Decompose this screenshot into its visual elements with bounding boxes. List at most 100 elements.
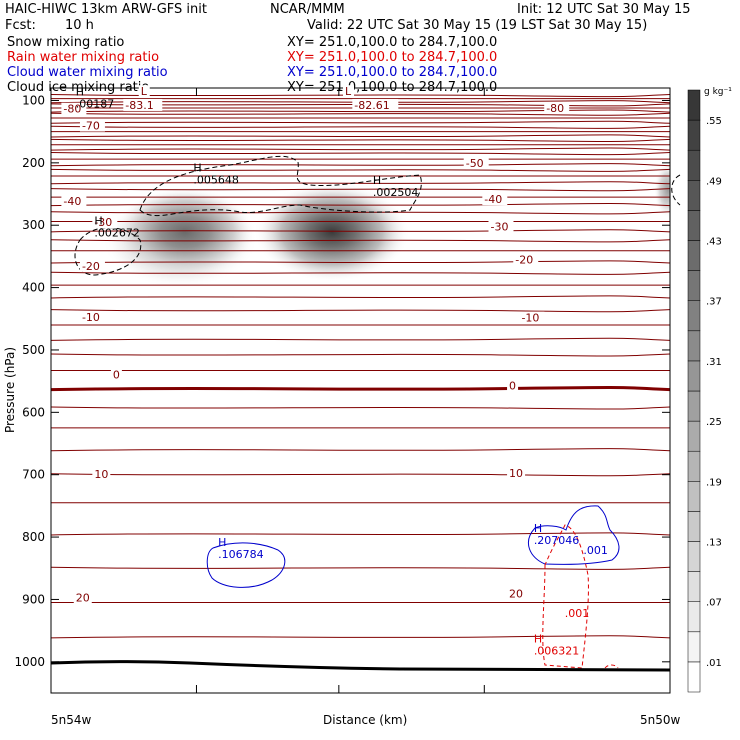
temperature-label-bg <box>79 259 105 272</box>
snow-maximum-value: .002504 <box>373 186 419 199</box>
y-axis-title: Pressure (hPa) <box>3 347 17 433</box>
forecast-label: Fcst: <box>5 18 36 33</box>
snow-contour-edge <box>671 174 681 206</box>
temperature-contour-label: 0 <box>509 380 516 393</box>
temperature-contour-line <box>51 532 670 536</box>
temperature-contour-line <box>51 211 670 215</box>
colorbar-segment <box>687 661 701 693</box>
y-tick-label: 700 <box>22 468 45 482</box>
temperature-contour-label: 20 <box>509 587 523 600</box>
colorbar-label: .13 <box>706 538 722 549</box>
temperature-label-bg <box>488 220 514 233</box>
y-tick-label: 200 <box>22 156 45 170</box>
colorbar-label: .55 <box>706 116 722 127</box>
snow-maximum-value: .005648 <box>193 174 239 187</box>
snow-maximum-value: .002672 <box>94 227 140 240</box>
temperature-contour-label: 10 <box>509 467 523 480</box>
cloud-water-maximum-value: .207046 <box>534 534 580 547</box>
temperature-contour-line <box>51 134 670 138</box>
temperature-contour-line <box>51 239 670 243</box>
colorbar-label: .25 <box>706 417 722 428</box>
rain-contour-label: .001 <box>565 607 590 620</box>
colorbar-segment <box>687 541 701 572</box>
temperature-label-bg <box>463 156 489 169</box>
temperature-contour-line <box>51 203 670 207</box>
temperature-label-bg <box>507 466 526 479</box>
temperature-contour-line <box>51 473 670 477</box>
colorbar-label: .49 <box>706 176 722 187</box>
colorbar-label: .19 <box>706 477 722 488</box>
colorbar-segment <box>687 210 701 241</box>
temperature-contour-label: -10 <box>82 311 100 324</box>
colorbar-segment <box>687 149 701 181</box>
valid-time: Valid: 22 UTC Sat 30 May 15 (19 LST Sat … <box>307 18 648 33</box>
colorbar-segment <box>687 390 701 422</box>
temperature-contour-label: L <box>345 85 352 98</box>
temperature-contour-label: L <box>141 85 148 98</box>
colorbar-segment <box>687 330 701 362</box>
temperature-label-bg <box>92 216 118 229</box>
temperature-contour-line <box>51 147 670 151</box>
temperature-contour-label: -40 <box>484 193 502 206</box>
temperature-label-bg <box>110 368 122 381</box>
temperature-contour-label: -80 <box>546 102 564 115</box>
snow-maximum-h-marker: H <box>373 174 381 187</box>
temperature-contour-line <box>51 112 670 116</box>
colorbar-segment <box>687 180 701 211</box>
rain-maximum-h-marker: H <box>534 632 542 645</box>
temperature-contour-line <box>51 406 670 410</box>
colorbar-segment <box>687 89 701 121</box>
colorbar-segment <box>687 481 701 512</box>
temperature-contour-line <box>51 138 670 142</box>
cloud-water-maximum-h-marker: H <box>218 536 226 549</box>
field-cloudwater-name: Cloud water mixing ratio <box>7 65 168 80</box>
temperature-contour-label: -70 <box>82 120 100 133</box>
cloud-water-contour-label: .001 <box>583 544 608 557</box>
colorbar-label: .31 <box>706 357 722 368</box>
init-time: Init: 12 UTC Sat 30 May 15 <box>517 2 691 17</box>
colorbar-segment <box>687 119 701 151</box>
temperature-contour-label: -80 <box>63 103 81 116</box>
rain-contour-main <box>542 524 589 669</box>
temperature-label-bg <box>123 98 163 111</box>
temperature-contour-label: -40 <box>63 195 81 208</box>
rain-maximum-value: .006321 <box>534 644 580 657</box>
surface-terrain-line <box>50 660 671 672</box>
temperature-contour-label: -20 <box>82 260 100 273</box>
rain-contours <box>542 524 619 669</box>
temperature-label-bg <box>79 119 105 132</box>
colorbar-segment <box>687 420 701 452</box>
temperature-contour-line <box>51 295 670 299</box>
temperature-contour-line <box>51 635 670 639</box>
y-tick-label: 100 <box>22 93 45 107</box>
field-snow-xy: XY= 251.0,100.0 to 284.7,100.0 <box>287 35 498 50</box>
plot-title: HAIC-HIWC 13km ARW-GFS init <box>5 2 207 17</box>
snow-maximum-h-marker: H <box>76 85 84 98</box>
field-rain-xy: XY= 251.0,100.0 to 284.7,100.0 <box>287 50 498 65</box>
field-cloudwater-xy: XY= 251.0,100.0 to 284.7,100.0 <box>287 65 498 80</box>
temperature-contour-label: -30 <box>94 216 112 229</box>
y-tick-label: 1000 <box>14 655 45 669</box>
field-snow-name: Snow mixing ratio <box>7 35 125 50</box>
rain-contour-small <box>604 664 619 669</box>
colorbar-label: .07 <box>706 598 722 609</box>
colorbar-unit: g kg⁻¹ <box>704 87 732 97</box>
temperature-label-bg <box>61 195 87 208</box>
cloud-water-maximum-h-marker: H <box>534 522 542 535</box>
temperature-contour-line <box>51 353 670 357</box>
temperature-contour-line <box>51 125 670 129</box>
colorbar-label: .01 <box>706 658 722 669</box>
temperature-contour-line <box>51 260 670 264</box>
y-tick-label: 300 <box>22 218 45 232</box>
temperature-contour-line <box>51 566 670 570</box>
snow-shading <box>102 162 670 288</box>
colorbar-segment <box>687 571 701 602</box>
temperature-label-bg <box>92 468 111 481</box>
temperature-contour-label: -82.61 <box>354 99 389 112</box>
temperature-contour-line <box>51 271 670 275</box>
temperature-contour-label: 20 <box>76 592 90 605</box>
temperature-label-bg <box>352 98 399 111</box>
temperature-label-bg <box>513 253 539 266</box>
colorbar-segment <box>687 270 701 301</box>
y-tick-label: 800 <box>22 530 45 544</box>
